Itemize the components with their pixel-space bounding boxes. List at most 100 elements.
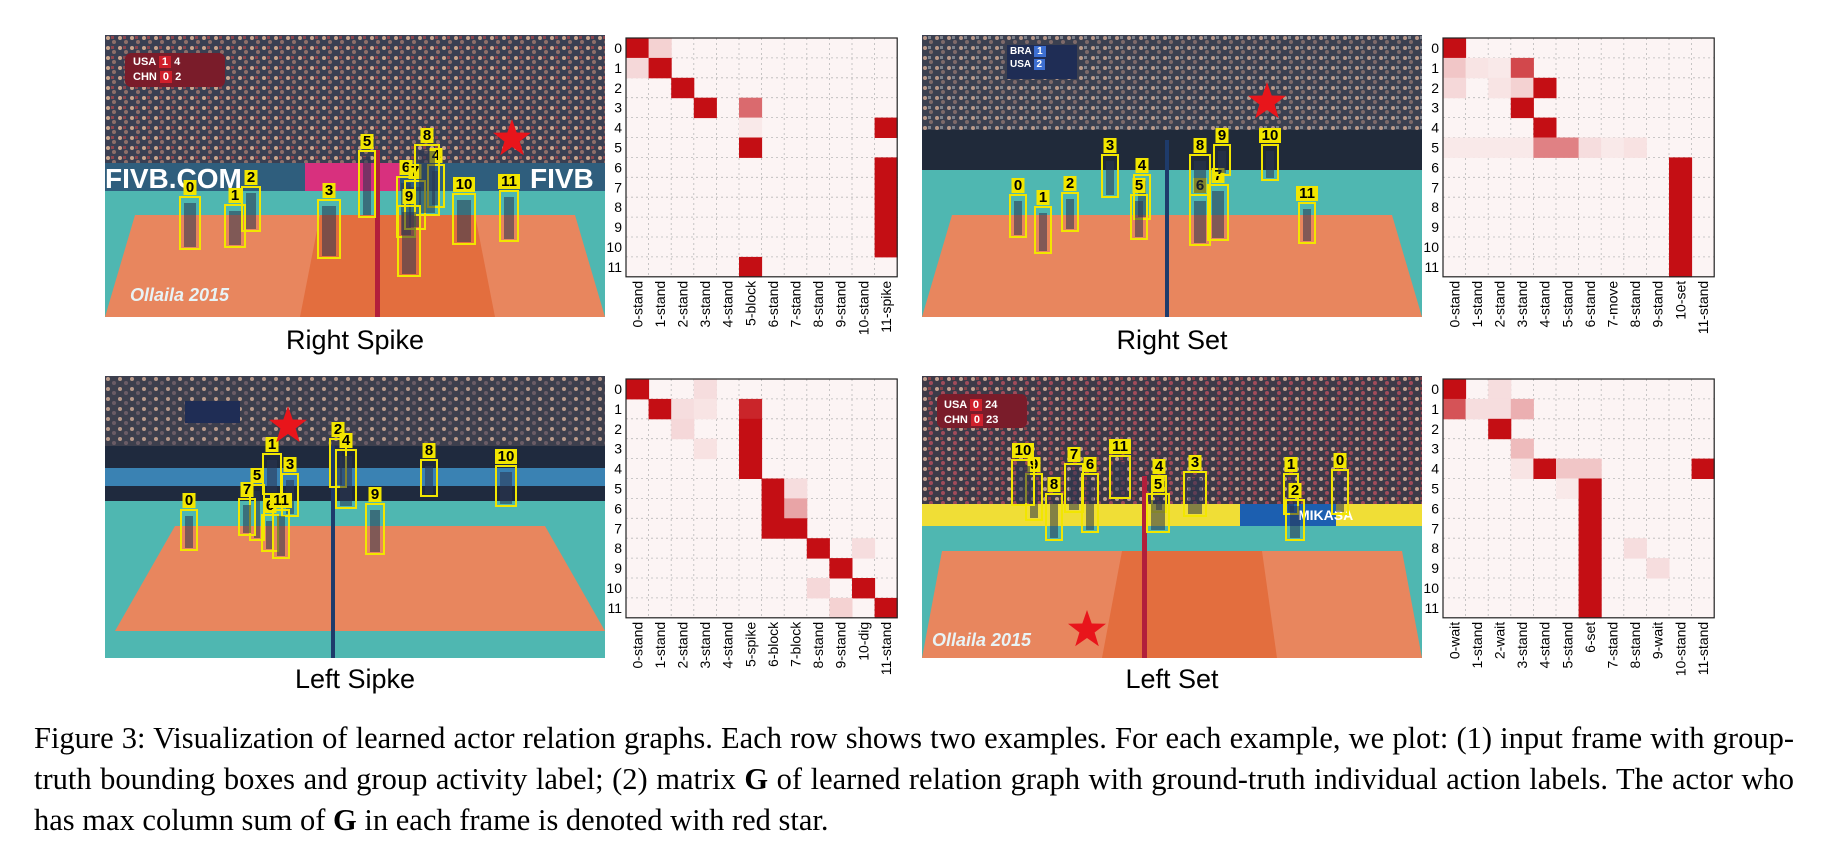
matrix-cell	[829, 558, 853, 579]
matrix-cell	[739, 418, 763, 440]
x-tick-label: 2-stand	[1492, 281, 1508, 328]
y-tick-label: 1	[614, 401, 622, 417]
player-id-label: 8	[1196, 137, 1204, 154]
player-id-label: 3	[325, 182, 333, 199]
player-id-label: 2	[1066, 175, 1074, 192]
player-bounding-box: 2	[1061, 175, 1079, 232]
matrix-cell	[761, 478, 785, 499]
x-tick-label: 6-set	[1582, 622, 1598, 653]
x-tick-label: 10-dig	[855, 622, 871, 661]
player-id-label: 4	[342, 432, 351, 449]
x-tick-label: 8-stand	[1627, 622, 1643, 669]
matrix-cell	[1510, 77, 1534, 99]
player-bounding-box: 6	[1081, 456, 1099, 533]
matrix-cell	[1443, 379, 1467, 400]
frame-image	[922, 376, 1422, 658]
y-tick-label: 7	[1431, 179, 1439, 195]
matrix-cell	[784, 498, 808, 519]
y-tick-label: 11	[607, 259, 622, 275]
matrix-cell	[1578, 558, 1602, 579]
matrix-cell	[1578, 578, 1602, 599]
x-tick-label: 1-stand	[652, 281, 668, 328]
team-points: 24	[985, 399, 998, 411]
matrix-cell	[1443, 57, 1467, 79]
x-tick-label: 7-stand	[1605, 622, 1621, 669]
matrix-cell	[739, 438, 763, 460]
matrix-cell	[1578, 538, 1602, 559]
matrix-cell	[1488, 77, 1512, 99]
y-tick-label: 2	[1431, 421, 1439, 437]
matrix-cell	[1578, 498, 1602, 519]
player-id-label: 5	[1135, 177, 1143, 194]
y-tick-label: 5	[614, 139, 622, 155]
player-id-label: 0	[186, 179, 194, 196]
player-bounding-box: 0	[180, 492, 198, 551]
matrix-frame	[1442, 37, 1715, 278]
x-tick-label: 10-set	[1672, 281, 1688, 320]
x-tick-label: 5-stand	[1559, 281, 1575, 328]
matrix-cell	[739, 137, 763, 158]
caption-part: Figure 3: Visualization of learned actor…	[34, 721, 1794, 796]
player-bounding-box: 0	[1009, 177, 1027, 238]
player-id-label: 9	[371, 486, 379, 503]
y-tick-label: 4	[614, 461, 622, 477]
x-tick-label: 6-block	[765, 621, 781, 667]
x-tick-label: 2-wait	[1492, 622, 1508, 659]
matrix-frame	[625, 378, 898, 619]
x-tick-label: 0-stand	[629, 622, 645, 669]
matrix-cell	[671, 418, 695, 440]
player-id-label: 0	[1014, 177, 1022, 194]
player-bounding-box: 7	[238, 481, 256, 536]
y-tick-label: 9	[1431, 219, 1439, 235]
y-tick-label: 9	[1431, 560, 1439, 576]
player-id-label: 5	[363, 133, 371, 150]
matrix-cell	[1510, 137, 1534, 158]
matrix-cell	[1443, 38, 1467, 59]
relation-matrix: 0 1 2 3 4 5 6 7 8 9 10 11 0-stand 1-stand 2-stand 3-sta…	[1423, 37, 1715, 334]
x-tick-label: 1-stand	[1469, 622, 1485, 669]
player-bounding-box: 8	[1189, 137, 1211, 196]
matrix-cell	[1556, 458, 1580, 479]
x-tick-label: 7-move	[1605, 281, 1621, 328]
matrix-cell	[1578, 137, 1602, 158]
matrix-cell	[1488, 418, 1512, 440]
matrix-cell	[1578, 478, 1602, 499]
player-id-label: 0	[1336, 452, 1344, 469]
matrix-cell	[1691, 458, 1715, 479]
y-tick-label: 2	[614, 80, 622, 96]
y-tick-label: 8	[614, 540, 622, 556]
player-bounding-box: 11	[1296, 185, 1318, 244]
x-tick-label: 8-stand	[1627, 281, 1643, 328]
relation-matrix: 0 1 2 3 4 5 6 7 8 9 10 11 0-wait 1-stand 2-wait 3-stand…	[1423, 378, 1715, 676]
scoreboard: USA 1 4 CHN 0 2	[133, 55, 181, 85]
matrix-cell	[874, 177, 898, 198]
player-id-label: 1	[1287, 456, 1295, 473]
group-activity-label: Right Spike	[285, 325, 425, 355]
matrix-cell	[1510, 438, 1534, 460]
matrix-cell	[874, 157, 898, 178]
y-tick-label: 11	[1424, 259, 1439, 275]
max-column-sum-star-icon	[269, 406, 307, 443]
y-tick-label: 3	[1431, 441, 1439, 457]
player-id-label: 11	[273, 492, 289, 509]
x-tick-label: 4-stand	[720, 281, 736, 328]
player-id-label: 4	[1155, 458, 1164, 475]
matrix-cell	[693, 97, 717, 119]
team-name: BRA	[1010, 46, 1032, 57]
x-tick-label: 5-stand	[1559, 622, 1575, 669]
player-bounding-box: 2	[1285, 482, 1305, 541]
caption-part: of learned relation graph with ground-tr…	[34, 762, 1794, 837]
scoreboard: BRA 1 USA 2	[1010, 45, 1046, 71]
x-tick-label: 0-stand	[629, 281, 645, 328]
team-sets: 0	[159, 71, 173, 83]
team-name: CHN	[944, 414, 968, 426]
player-bounding-box: 10	[1259, 127, 1281, 181]
max-column-sum-star-icon	[493, 119, 531, 156]
y-tick-label: 4	[614, 120, 622, 136]
matrix-frame	[625, 37, 898, 278]
matrix-cell	[693, 398, 717, 420]
